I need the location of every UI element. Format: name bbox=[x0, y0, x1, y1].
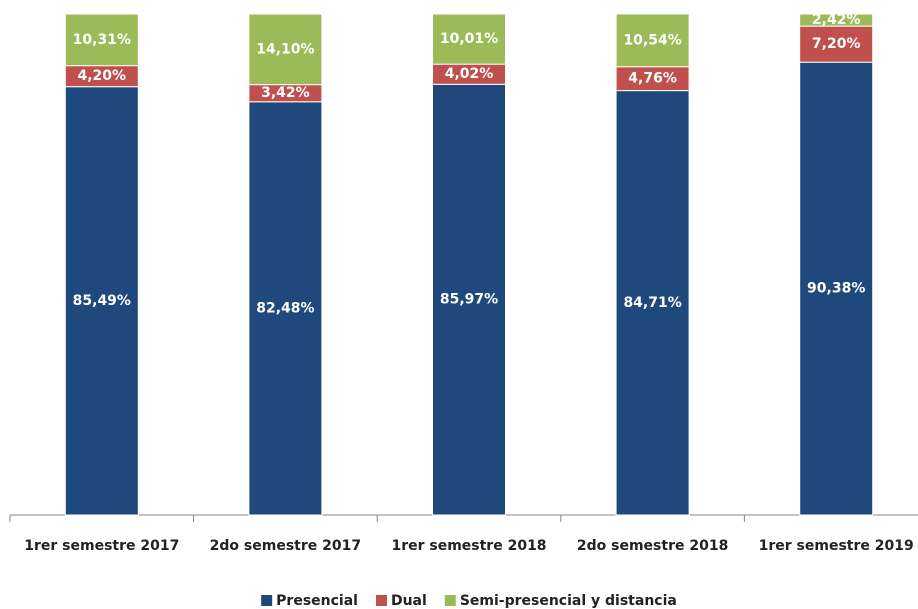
data-label: 90,38% bbox=[807, 281, 865, 297]
data-label: 4,76% bbox=[628, 71, 677, 87]
data-label: 82,48% bbox=[256, 300, 314, 316]
data-label: 10,31% bbox=[73, 32, 131, 48]
bar-segment bbox=[248, 13, 323, 86]
data-label: 14,10% bbox=[256, 41, 314, 57]
data-label: 85,49% bbox=[73, 293, 131, 309]
bar-segment bbox=[615, 13, 690, 68]
data-label: 4,02% bbox=[445, 66, 494, 82]
data-label: 2,42% bbox=[812, 12, 861, 28]
data-label: 7,20% bbox=[812, 36, 861, 52]
legend-label: Dual bbox=[391, 593, 427, 609]
legend-label: Presencial bbox=[276, 593, 358, 609]
x-tick-label: 2do semestre 2017 bbox=[210, 538, 361, 554]
bar-segment bbox=[248, 101, 323, 516]
bar-segment bbox=[799, 61, 874, 516]
bar-segment bbox=[432, 13, 506, 65]
data-label: 10,01% bbox=[440, 31, 498, 47]
bar-segment bbox=[799, 25, 874, 63]
bar-segment bbox=[64, 86, 139, 516]
legend-label: Semi-presencial y distancia bbox=[460, 593, 677, 609]
bar-segment bbox=[64, 13, 139, 67]
data-label: 3,42% bbox=[261, 85, 310, 101]
legend-swatch bbox=[444, 595, 456, 606]
data-label: 10,54% bbox=[623, 32, 681, 48]
legend-swatch bbox=[261, 595, 273, 606]
data-label: 85,97% bbox=[440, 292, 498, 308]
x-tick-label: 1rer semestre 2017 bbox=[24, 538, 179, 554]
legend-swatch bbox=[375, 595, 387, 606]
data-label: 4,20% bbox=[78, 68, 127, 84]
bar-segment bbox=[432, 83, 506, 516]
data-label: 84,71% bbox=[623, 295, 681, 311]
bar-segment bbox=[799, 13, 874, 27]
x-tick-label: 1rer semestre 2019 bbox=[759, 538, 914, 554]
x-tick-label: 2do semestre 2018 bbox=[577, 538, 728, 554]
x-tick-label: 1rer semestre 2018 bbox=[391, 538, 546, 554]
